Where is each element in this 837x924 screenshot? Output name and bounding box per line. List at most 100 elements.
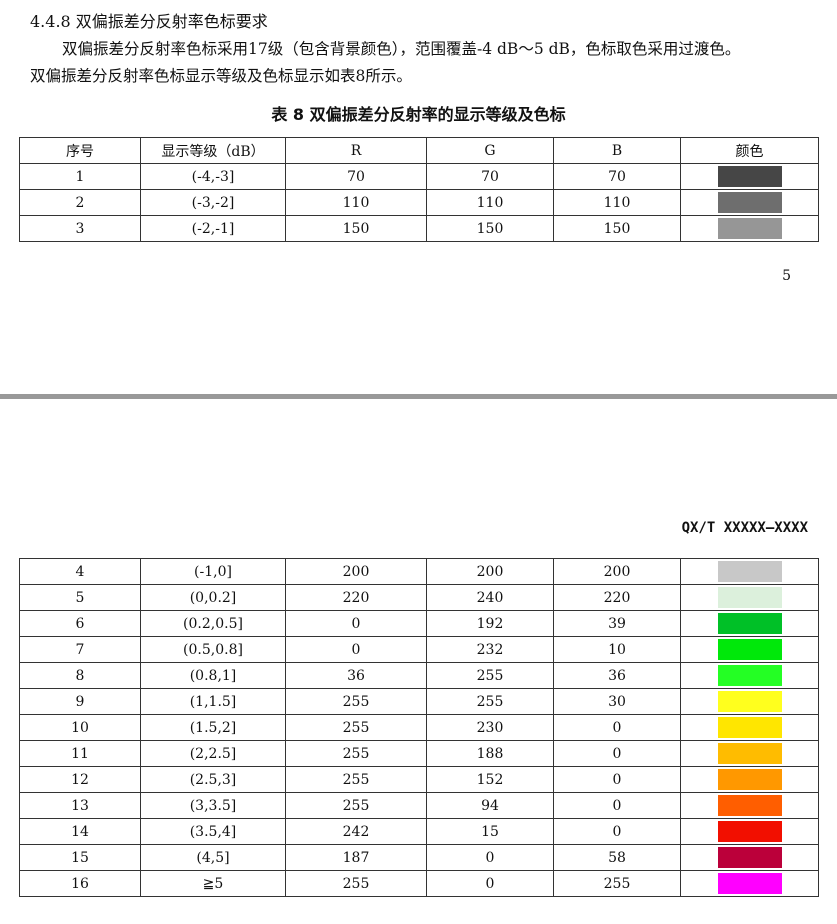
- r-value: 110: [285, 189, 427, 216]
- display-level: (-3,-2]: [140, 189, 286, 216]
- g-value: 152: [426, 766, 554, 793]
- r-value: 187: [285, 844, 427, 871]
- color-cell: [680, 610, 819, 637]
- table-row: 14 (3.5,4] 242 15 0: [19, 818, 819, 845]
- b-value: 36: [553, 662, 681, 689]
- r-value: 0: [285, 636, 427, 663]
- color-cell: [680, 215, 819, 242]
- b-value: 255: [553, 870, 681, 897]
- header-color: 颜色: [680, 137, 819, 164]
- r-value: 255: [285, 688, 427, 715]
- table-row: 12 (2.5,3] 255 152 0: [19, 766, 819, 793]
- color-swatch: [717, 847, 782, 868]
- display-level: (0.8,1]: [140, 662, 286, 689]
- g-value: 232: [426, 636, 554, 663]
- b-value: 0: [553, 766, 681, 793]
- g-value: 15: [426, 818, 554, 845]
- row-number: 10: [19, 714, 141, 741]
- r-value: 70: [285, 163, 427, 190]
- color-swatch: [717, 613, 782, 634]
- header-r: R: [285, 137, 427, 164]
- table-row: 4 (-1,0] 200 200 200: [19, 558, 819, 585]
- header-b: B: [553, 137, 681, 164]
- color-swatch: [717, 561, 782, 582]
- row-number: 9: [19, 688, 141, 715]
- page-number: 5: [782, 268, 791, 284]
- row-number: 12: [19, 766, 141, 793]
- row-number: 2: [19, 189, 141, 216]
- color-cell: [680, 558, 819, 585]
- display-level: (-4,-3]: [140, 163, 286, 190]
- section-heading: 4.4.8 双偏振差分反射率色标要求: [30, 12, 268, 31]
- b-value: 200: [553, 558, 681, 585]
- r-value: 255: [285, 870, 427, 897]
- color-cell: [680, 844, 819, 871]
- display-level: (-1,0]: [140, 558, 286, 585]
- color-swatch: [717, 218, 782, 239]
- display-level: ≧5: [140, 870, 286, 897]
- g-value: 255: [426, 662, 554, 689]
- color-cell: [680, 870, 819, 897]
- color-cell: [680, 792, 819, 819]
- color-swatch: [717, 743, 782, 764]
- table-body-page1: 1 (-4,-3] 70 70 70 2 (-3,-2] 110 110 110 3 (-2,-1] 1…: [19, 163, 819, 242]
- table-row: 1 (-4,-3] 70 70 70: [19, 163, 819, 190]
- row-number: 15: [19, 844, 141, 871]
- table-row: 8 (0.8,1] 36 255 36: [19, 662, 819, 689]
- paragraph-2: 双偏振差分反射率色标显示等级及色标显示如表8所示。: [30, 67, 412, 85]
- table-header-row: 序号 显示等级（dB） R G B 颜色: [19, 137, 819, 164]
- r-value: 220: [285, 584, 427, 611]
- row-number: 1: [19, 163, 141, 190]
- g-value: 150: [426, 215, 554, 242]
- g-value: 188: [426, 740, 554, 767]
- display-level: (1.5,2]: [140, 714, 286, 741]
- g-value: 70: [426, 163, 554, 190]
- color-cell: [680, 766, 819, 793]
- row-number: 6: [19, 610, 141, 637]
- color-swatch: [717, 639, 782, 660]
- g-value: 0: [426, 844, 554, 871]
- b-value: 0: [553, 818, 681, 845]
- table-caption: 表 8 双偏振差分反射率的显示等级及色标: [271, 105, 566, 124]
- table-row: 9 (1,1.5] 255 255 30: [19, 688, 819, 715]
- r-value: 150: [285, 215, 427, 242]
- g-value: 0: [426, 870, 554, 897]
- b-value: 70: [553, 163, 681, 190]
- header-level: 显示等级（dB）: [140, 137, 286, 164]
- g-value: 192: [426, 610, 554, 637]
- color-cell: [680, 163, 819, 190]
- b-value: 220: [553, 584, 681, 611]
- table-row: 2 (-3,-2] 110 110 110: [19, 189, 819, 216]
- r-value: 242: [285, 818, 427, 845]
- g-value: 110: [426, 189, 554, 216]
- color-table-page2: 4 (-1,0] 200 200 200 5 (0,0.2] 220 240 220 6 (0.2,0…: [19, 558, 819, 897]
- row-number: 3: [19, 215, 141, 242]
- color-cell: [680, 584, 819, 611]
- g-value: 200: [426, 558, 554, 585]
- display-level: (2,2.5]: [140, 740, 286, 767]
- color-cell: [680, 636, 819, 663]
- row-number: 16: [19, 870, 141, 897]
- row-number: 4: [19, 558, 141, 585]
- color-cell: [680, 714, 819, 741]
- color-table-page1: 序号 显示等级（dB） R G B 颜色 1 (-4,-3] 70 70 70 2 (-3,…: [19, 137, 819, 242]
- color-swatch: [717, 665, 782, 686]
- header-g: G: [426, 137, 554, 164]
- table-row: 6 (0.2,0.5] 0 192 39: [19, 610, 819, 637]
- g-value: 230: [426, 714, 554, 741]
- r-value: 200: [285, 558, 427, 585]
- display-level: (0.2,0.5]: [140, 610, 286, 637]
- table-row: 5 (0,0.2] 220 240 220: [19, 584, 819, 611]
- row-number: 8: [19, 662, 141, 689]
- table-row: 7 (0.5,0.8] 0 232 10: [19, 636, 819, 663]
- color-swatch: [717, 821, 782, 842]
- row-number: 11: [19, 740, 141, 767]
- display-level: (3.5,4]: [140, 818, 286, 845]
- display-level: (4,5]: [140, 844, 286, 871]
- b-value: 58: [553, 844, 681, 871]
- color-swatch: [717, 166, 782, 187]
- r-value: 255: [285, 766, 427, 793]
- b-value: 0: [553, 714, 681, 741]
- table-row: 3 (-2,-1] 150 150 150: [19, 215, 819, 242]
- row-number: 13: [19, 792, 141, 819]
